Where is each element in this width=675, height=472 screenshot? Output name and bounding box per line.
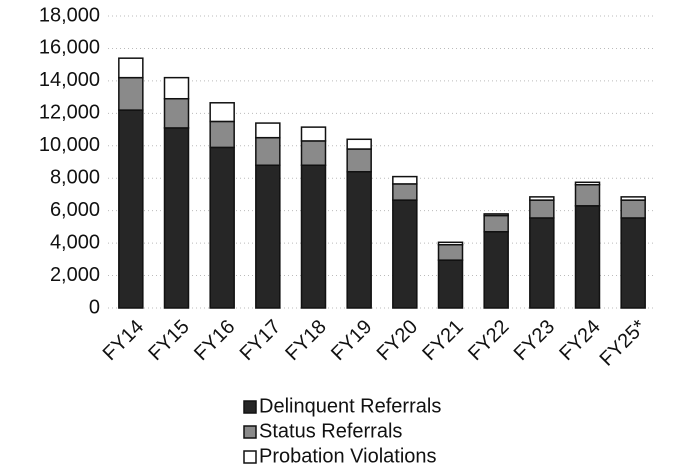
legend-swatch xyxy=(243,450,257,464)
bar-segment xyxy=(483,214,509,233)
bar-segment xyxy=(300,164,327,309)
bar-segment xyxy=(209,102,235,123)
bar-segment xyxy=(209,146,235,309)
bar-segment xyxy=(620,217,646,309)
bar-segment xyxy=(163,76,190,100)
bar-segment xyxy=(437,243,464,261)
y-tick-label: 10,000 xyxy=(39,134,100,156)
y-tick-label: 12,000 xyxy=(39,102,100,124)
bar-segment xyxy=(620,196,646,201)
x-tick-label: FY22 xyxy=(464,316,513,365)
bar-segment xyxy=(437,259,464,309)
x-tick-label: FY19 xyxy=(327,316,376,365)
bar-segment xyxy=(346,148,372,173)
x-tick-label: FY16 xyxy=(190,316,239,365)
bar-segment xyxy=(209,120,235,149)
bar-segment xyxy=(300,126,327,142)
y-tick-label: 14,000 xyxy=(39,69,100,91)
x-tick-label: FY25* xyxy=(596,316,651,371)
bar-segment xyxy=(118,76,144,111)
legend-label: Status Referrals xyxy=(259,420,402,442)
bar-segment xyxy=(529,199,555,219)
bar-segment xyxy=(574,181,601,186)
y-tick-label: 2,000 xyxy=(50,264,100,286)
bar-segment xyxy=(574,205,601,309)
x-tick-label: FY14 xyxy=(99,316,148,365)
bar-segment xyxy=(255,122,281,139)
y-tick-label: 6,000 xyxy=(50,199,100,221)
x-tick-label: FY15 xyxy=(144,316,193,365)
bar-segment xyxy=(300,140,327,166)
bar-segment xyxy=(255,164,281,309)
bar-segment xyxy=(529,217,555,309)
bar-segment xyxy=(163,97,190,129)
x-tick-label: FY18 xyxy=(281,316,330,365)
y-tick-label: 16,000 xyxy=(39,37,100,59)
x-tick-label: FY17 xyxy=(236,316,285,365)
y-tick-label: 0 xyxy=(89,296,100,318)
bar-segment xyxy=(346,170,372,309)
x-tick-label: FY20 xyxy=(373,316,422,365)
bar-segment xyxy=(163,127,190,309)
legend-label: Delinquent Referrals xyxy=(259,395,441,417)
bar-segment xyxy=(118,109,144,309)
y-tick-label: 4,000 xyxy=(50,231,100,253)
bar-segment xyxy=(255,136,281,166)
bar-segment xyxy=(620,199,646,219)
y-tick-label: 18,000 xyxy=(39,4,100,26)
bar-segment xyxy=(529,196,555,201)
bar-segment xyxy=(483,231,509,309)
x-tick-label: FY23 xyxy=(510,316,559,365)
legend-swatch xyxy=(243,400,257,414)
x-tick-label: FY21 xyxy=(418,316,467,365)
bar-segment xyxy=(483,213,509,217)
bar-segment xyxy=(118,57,144,79)
bar-segment xyxy=(574,183,601,207)
bar-segment xyxy=(392,199,418,309)
bar-segment xyxy=(392,175,418,185)
bar-segment xyxy=(346,138,372,150)
bar-segment xyxy=(392,183,418,201)
legend-label: Probation Violations xyxy=(259,445,437,467)
y-tick-label: 8,000 xyxy=(50,167,100,189)
bar-segment xyxy=(437,241,464,246)
legend-swatch xyxy=(243,425,257,439)
